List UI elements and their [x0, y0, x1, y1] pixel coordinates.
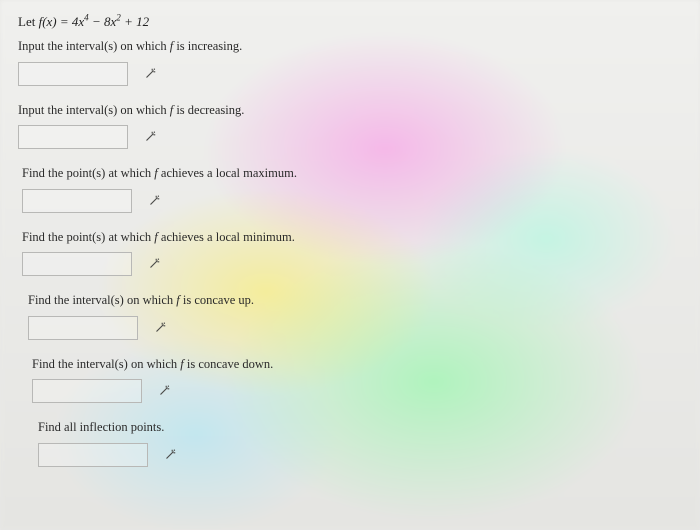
question-1: Input the interval(s) on which f is incr…	[18, 38, 682, 96]
equation-editor-icon[interactable]	[156, 383, 172, 399]
equation-editor-icon[interactable]	[146, 193, 162, 209]
question-prompt: Input the interval(s) on which f is incr…	[18, 38, 682, 56]
answer-row	[28, 316, 682, 340]
question-5: Find the interval(s) on which f is conca…	[18, 292, 682, 350]
stem-prefix: Let	[18, 14, 39, 29]
answer-row	[32, 379, 682, 403]
stem-equation: f(x) = 4x4 − 8x2 + 12	[39, 14, 150, 29]
question-3: Find the point(s) at which f achieves a …	[18, 165, 682, 223]
question-prompt: Find the interval(s) on which f is conca…	[32, 356, 682, 374]
question-7: Find all inflection points.	[18, 419, 682, 477]
problem-stem: Let f(x) = 4x4 − 8x2 + 12	[18, 14, 682, 30]
answer-input[interactable]	[38, 443, 148, 467]
question-prompt: Find all inflection points.	[38, 419, 682, 437]
question-list: Input the interval(s) on which f is incr…	[18, 38, 682, 483]
worksheet-content: Let f(x) = 4x4 − 8x2 + 12 Input the inte…	[0, 0, 700, 493]
answer-input[interactable]	[18, 62, 128, 86]
equation-editor-icon[interactable]	[142, 129, 158, 145]
question-prompt: Find the point(s) at which f achieves a …	[22, 229, 682, 247]
equation-editor-icon[interactable]	[146, 256, 162, 272]
question-2: Input the interval(s) on which f is decr…	[18, 102, 682, 160]
answer-input[interactable]	[32, 379, 142, 403]
question-prompt: Find the point(s) at which f achieves a …	[22, 165, 682, 183]
answer-input[interactable]	[18, 125, 128, 149]
answer-row	[18, 62, 682, 86]
answer-input[interactable]	[22, 189, 132, 213]
question-prompt: Find the interval(s) on which f is conca…	[28, 292, 682, 310]
answer-row	[22, 252, 682, 276]
answer-input[interactable]	[28, 316, 138, 340]
equation-editor-icon[interactable]	[162, 447, 178, 463]
equation-editor-icon[interactable]	[152, 320, 168, 336]
question-4: Find the point(s) at which f achieves a …	[18, 229, 682, 287]
question-6: Find the interval(s) on which f is conca…	[18, 356, 682, 414]
question-prompt: Input the interval(s) on which f is decr…	[18, 102, 682, 120]
answer-input[interactable]	[22, 252, 132, 276]
answer-row	[38, 443, 682, 467]
equation-editor-icon[interactable]	[142, 66, 158, 82]
answer-row	[18, 125, 682, 149]
answer-row	[22, 189, 682, 213]
